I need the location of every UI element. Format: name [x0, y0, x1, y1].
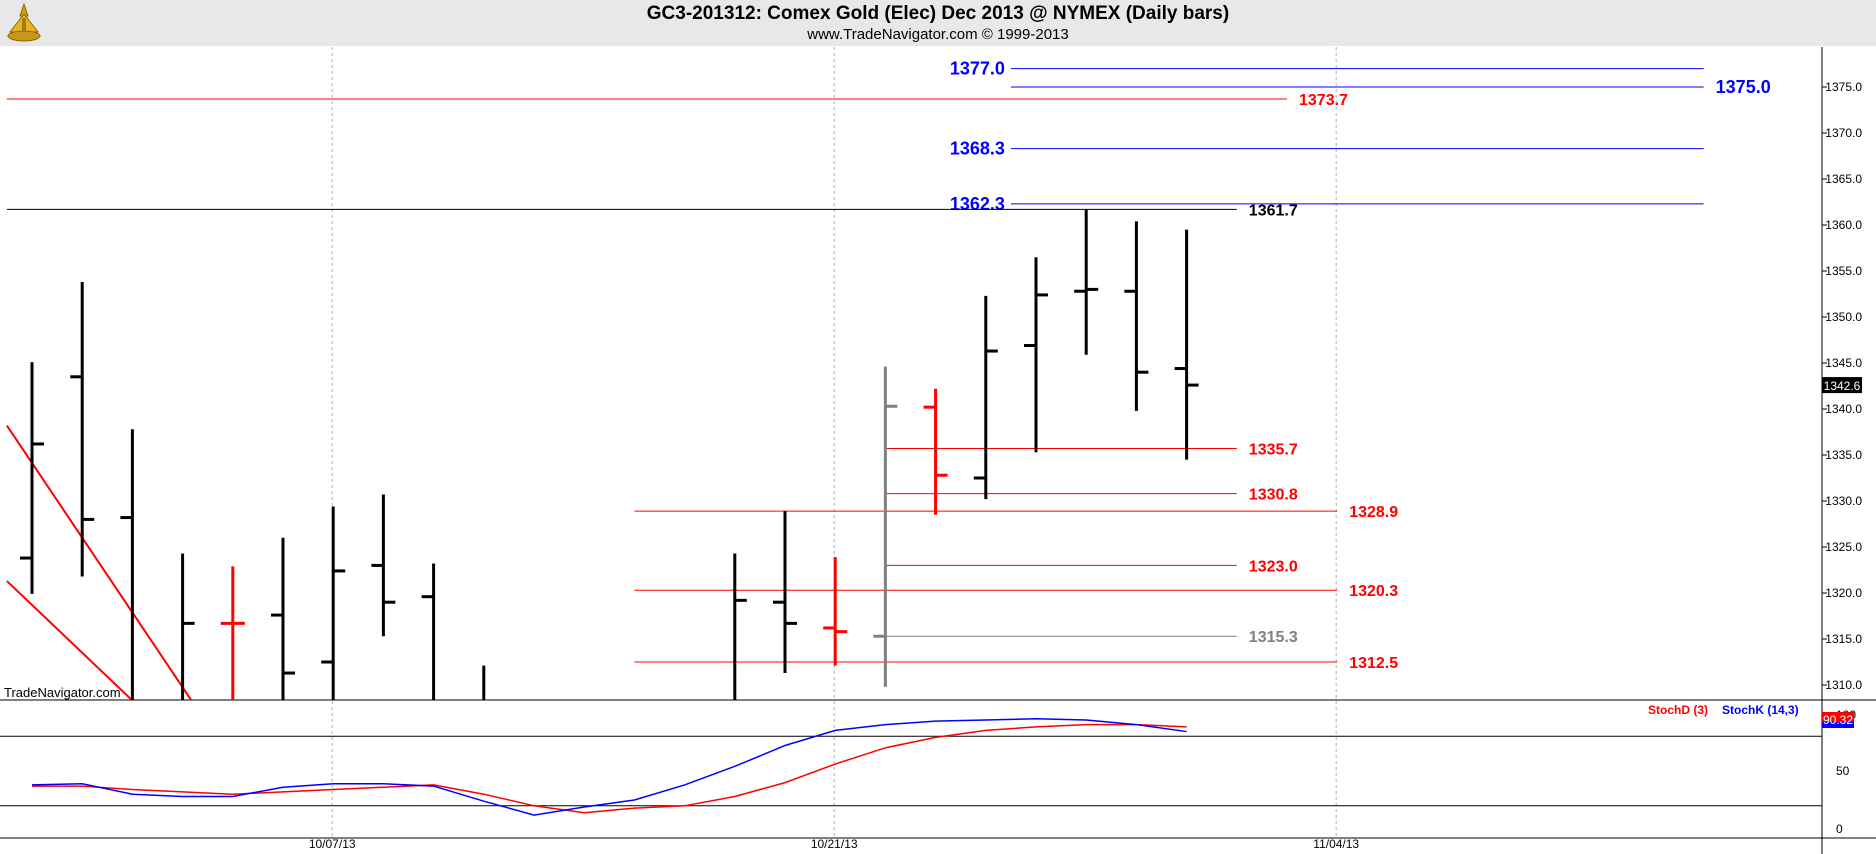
price-tick-label: 1360.0	[1825, 218, 1862, 232]
level-lines: 1377.0 1375.0 1373.7 1368.3 1362.3 1361.7 1335…	[6, 59, 1771, 672]
price-tick-label: 1335.0	[1825, 448, 1862, 462]
ohlc-bar	[70, 282, 95, 577]
ohlc-bar	[1074, 209, 1099, 355]
date-tick-label: 10/21/13	[811, 837, 858, 851]
price-bars	[20, 209, 1199, 700]
price-tick-label: 1320.0	[1825, 586, 1862, 600]
ohlc-bar	[371, 494, 396, 637]
price-tick-label: 1365.0	[1825, 172, 1862, 186]
level-label: 1335.7	[1249, 442, 1298, 459]
ohlc-bar	[773, 511, 797, 674]
price-tick-label: 1345.0	[1825, 356, 1862, 370]
stoch-last-tag-k	[1822, 722, 1854, 728]
level-label: 1312.5	[1349, 655, 1398, 672]
ohlc-bar	[421, 563, 436, 700]
stoch-series-line	[31, 718, 1187, 816]
price-tick-label: 1375.0	[1825, 80, 1862, 94]
stoch-legend-d: StochD (3)	[1648, 703, 1708, 717]
ohlc-bar	[482, 665, 486, 700]
level-label: 1368.3	[950, 139, 1005, 159]
price-tick-label: 1355.0	[1825, 264, 1862, 278]
watermark-text: TradeNavigator.com	[4, 685, 121, 700]
price-tick-label: 1350.0	[1825, 310, 1862, 324]
trend-lines	[6, 425, 193, 700]
price-axis: 1310.0 1315.0 1320.0 1325.0 1330.0 1335.0 1340…	[1822, 80, 1862, 692]
price-tick-label: 1370.0	[1825, 126, 1862, 140]
ohlc-bar	[873, 366, 898, 687]
level-label: 1362.3	[950, 194, 1005, 214]
trend-line	[6, 580, 134, 700]
stoch-tick-label: 50	[1836, 764, 1850, 778]
stoch-tick-label: 0	[1836, 822, 1843, 836]
last-price-label: 1342.6	[1824, 379, 1861, 393]
ohlc-bar	[1024, 257, 1048, 453]
trade-navigator-logo-icon	[7, 2, 41, 42]
chart-subtitle: www.TradeNavigator.com © 1999-2013	[807, 26, 1069, 43]
ohlc-bar	[181, 553, 195, 700]
price-tick-label: 1330.0	[1825, 494, 1862, 508]
level-label: 1328.9	[1349, 504, 1398, 521]
date-axis: 10/07/13 10/21/13 11/04/13	[309, 837, 1360, 851]
ohlc-bar	[220, 566, 245, 700]
ohlc-bar	[733, 553, 747, 700]
chart-title: GC3-201312: Comex Gold (Elec) Dec 2013 @…	[646, 3, 1230, 24]
level-label: 1373.7	[1299, 92, 1348, 109]
ohlc-bar	[973, 295, 998, 500]
ohlc-bar	[1174, 229, 1199, 460]
level-label: 1330.8	[1249, 487, 1298, 504]
stoch-legend-k: StochK (14,3)	[1722, 703, 1799, 717]
price-tick-label: 1325.0	[1825, 540, 1862, 554]
stoch-series-line	[32, 723, 1187, 814]
last-price-tag	[1822, 377, 1862, 394]
level-label: 1323.0	[1249, 558, 1298, 575]
ohlc-bar	[923, 388, 948, 515]
level-label: 1315.3	[1249, 629, 1298, 646]
trend-line	[6, 425, 193, 700]
price-tick-label: 1310.0	[1825, 678, 1862, 692]
level-label: 1375.0	[1716, 77, 1771, 97]
stochastic-panel: 050100StochD (3)StochK (14,3)90.32	[0, 703, 1856, 836]
stoch-last-label: 90.32	[1823, 713, 1853, 727]
level-label: 1320.3	[1349, 583, 1398, 600]
ohlc-bar	[120, 429, 134, 700]
price-tick-label: 1315.0	[1825, 632, 1862, 646]
ohlc-bar	[321, 506, 346, 700]
date-tick-label: 11/04/13	[1313, 837, 1359, 851]
stoch-lines	[31, 718, 1187, 816]
ohlc-bar	[271, 537, 295, 700]
level-label: 1361.7	[1249, 202, 1298, 219]
ohlc-bar	[20, 362, 44, 594]
grid-lines	[0, 47, 1876, 854]
ohlc-bar	[823, 557, 848, 666]
price-tick-label: 1340.0	[1825, 402, 1862, 416]
level-label: 1377.0	[950, 59, 1005, 79]
date-tick-label: 10/07/13	[309, 837, 356, 851]
ohlc-bar	[1124, 221, 1149, 411]
chart-header	[0, 0, 1876, 46]
